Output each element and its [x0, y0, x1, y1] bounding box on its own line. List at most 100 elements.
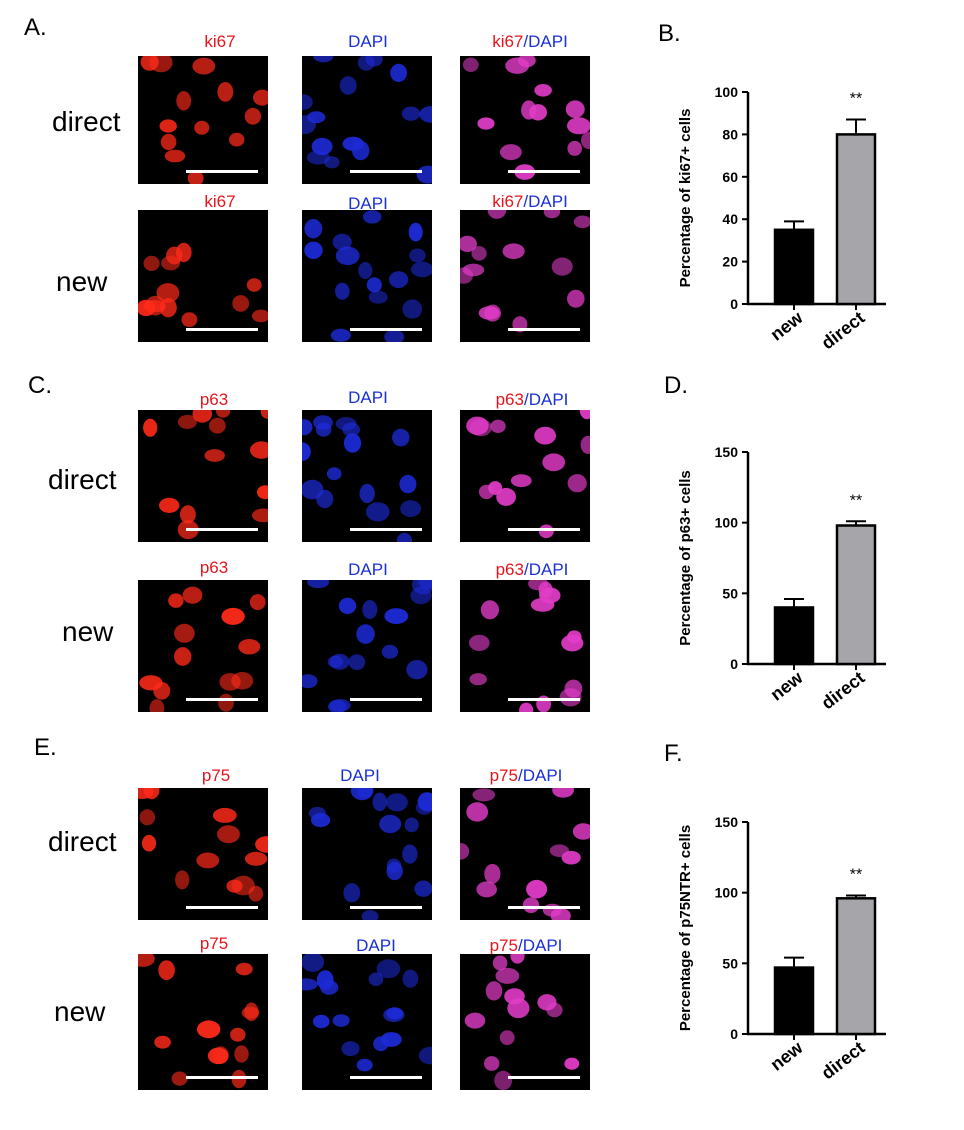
nucleus: [357, 56, 375, 71]
stain-label-p75: p75: [199, 934, 229, 953]
micrograph-merged-channel: [460, 954, 590, 1090]
nucleus: [366, 502, 390, 522]
bar-new: [773, 966, 815, 1036]
nucleus: [530, 598, 555, 612]
stain-label-dapi: DAPI: [340, 766, 380, 785]
nucleus: [176, 91, 192, 111]
nucleus: [416, 165, 432, 184]
stain-label-dapi: DAPI: [348, 388, 388, 407]
nucleus: [478, 306, 500, 320]
nucleus: [356, 788, 373, 799]
nucleus: [304, 219, 323, 239]
nucleus: [404, 817, 419, 833]
micrograph-red-channel: [138, 954, 268, 1090]
nucleus: [232, 295, 250, 312]
x-tick-label: new: [767, 1037, 808, 1075]
nucleus: [335, 246, 360, 266]
nucleus: [335, 417, 357, 431]
nucleus: [567, 289, 585, 308]
nucleus: [244, 107, 262, 125]
nucleus: [332, 233, 352, 251]
nucleus: [192, 410, 213, 423]
nucleus: [207, 1047, 229, 1065]
nucleus: [352, 140, 370, 161]
nucleus: [469, 418, 492, 437]
bar-new: [773, 606, 815, 666]
nucleus: [410, 261, 432, 278]
nucleus: [477, 117, 495, 130]
y-tick-label: 50: [722, 585, 738, 601]
stain-label-dapi: DAPI: [348, 560, 388, 579]
nucleus: [480, 600, 499, 620]
bar-new: [773, 228, 815, 306]
nucleus: [419, 106, 432, 123]
nucleus: [565, 100, 585, 118]
scale-bar: [508, 170, 580, 173]
nucleus: [324, 156, 340, 169]
nucleus: [396, 532, 412, 542]
nucleus: [302, 94, 313, 110]
nucleus: [251, 508, 268, 523]
nucleus: [359, 483, 375, 504]
y-tick-label: 100: [715, 84, 739, 100]
bar-chart-p75ntr: Percentage of p75NTR+ cells 0 50 100 150 new d…: [660, 790, 960, 1110]
stain-label-dapi: DAPI: [348, 32, 388, 51]
nucleus: [384, 608, 409, 624]
nucleus: [175, 870, 190, 890]
nucleus: [304, 241, 323, 259]
nucleus: [160, 133, 177, 151]
nucleus: [580, 435, 590, 454]
row-label-direct-a: direct: [52, 106, 121, 137]
nucleus: [409, 248, 426, 263]
micrograph-dapi-channel: [302, 788, 432, 920]
scale-bar: [186, 906, 258, 909]
nucleus: [402, 299, 423, 319]
nucleus: [230, 1027, 246, 1042]
nucleus: [335, 282, 350, 300]
nucleus: [339, 76, 357, 95]
nucleus: [567, 140, 582, 156]
scale-bar: [350, 698, 422, 701]
nucleus: [390, 63, 407, 82]
nucleus: [460, 843, 470, 860]
row-label-direct-c: direct: [48, 464, 117, 495]
nucleus: [460, 235, 477, 252]
micrograph-red-channel: [138, 788, 268, 920]
scale-bar: [508, 1076, 580, 1079]
stain-label-p63: p63: [199, 558, 229, 577]
nucleus: [328, 700, 347, 712]
nucleus: [400, 500, 421, 517]
nucleus: [492, 955, 508, 971]
nucleus: [159, 119, 177, 133]
y-tick-label: 100: [715, 515, 739, 531]
nucleus: [156, 283, 180, 303]
nucleus: [484, 863, 501, 884]
nucleus: [392, 428, 410, 447]
nucleus: [552, 788, 574, 798]
micrograph-dapi-channel: [302, 210, 432, 342]
nucleus: [176, 242, 192, 263]
nucleus: [499, 1030, 515, 1045]
nucleus: [257, 485, 268, 500]
nucleus: [495, 967, 520, 984]
nucleus: [159, 497, 180, 513]
x-tick-label: direct: [818, 307, 869, 353]
nucleus: [561, 634, 584, 652]
nucleus: [348, 654, 366, 670]
stain-label-p75: p75: [201, 766, 231, 785]
micrograph-red-channel: [138, 56, 268, 184]
nucleus: [182, 586, 203, 604]
nucleus: [154, 1035, 171, 1049]
nucleus: [327, 655, 344, 668]
nucleus: [302, 442, 311, 461]
nucleus: [216, 410, 231, 418]
panel-letter-f: F.: [664, 740, 683, 767]
scale-bar: [508, 328, 580, 331]
nucleus: [510, 474, 532, 488]
nucleus: [143, 255, 160, 271]
panel-letter-c: C.: [28, 372, 52, 399]
stain-label-merge: p75/DAPI: [489, 766, 563, 785]
y-tick-label: 40: [722, 211, 738, 227]
scale-bar: [186, 698, 258, 701]
nucleus: [181, 312, 198, 327]
